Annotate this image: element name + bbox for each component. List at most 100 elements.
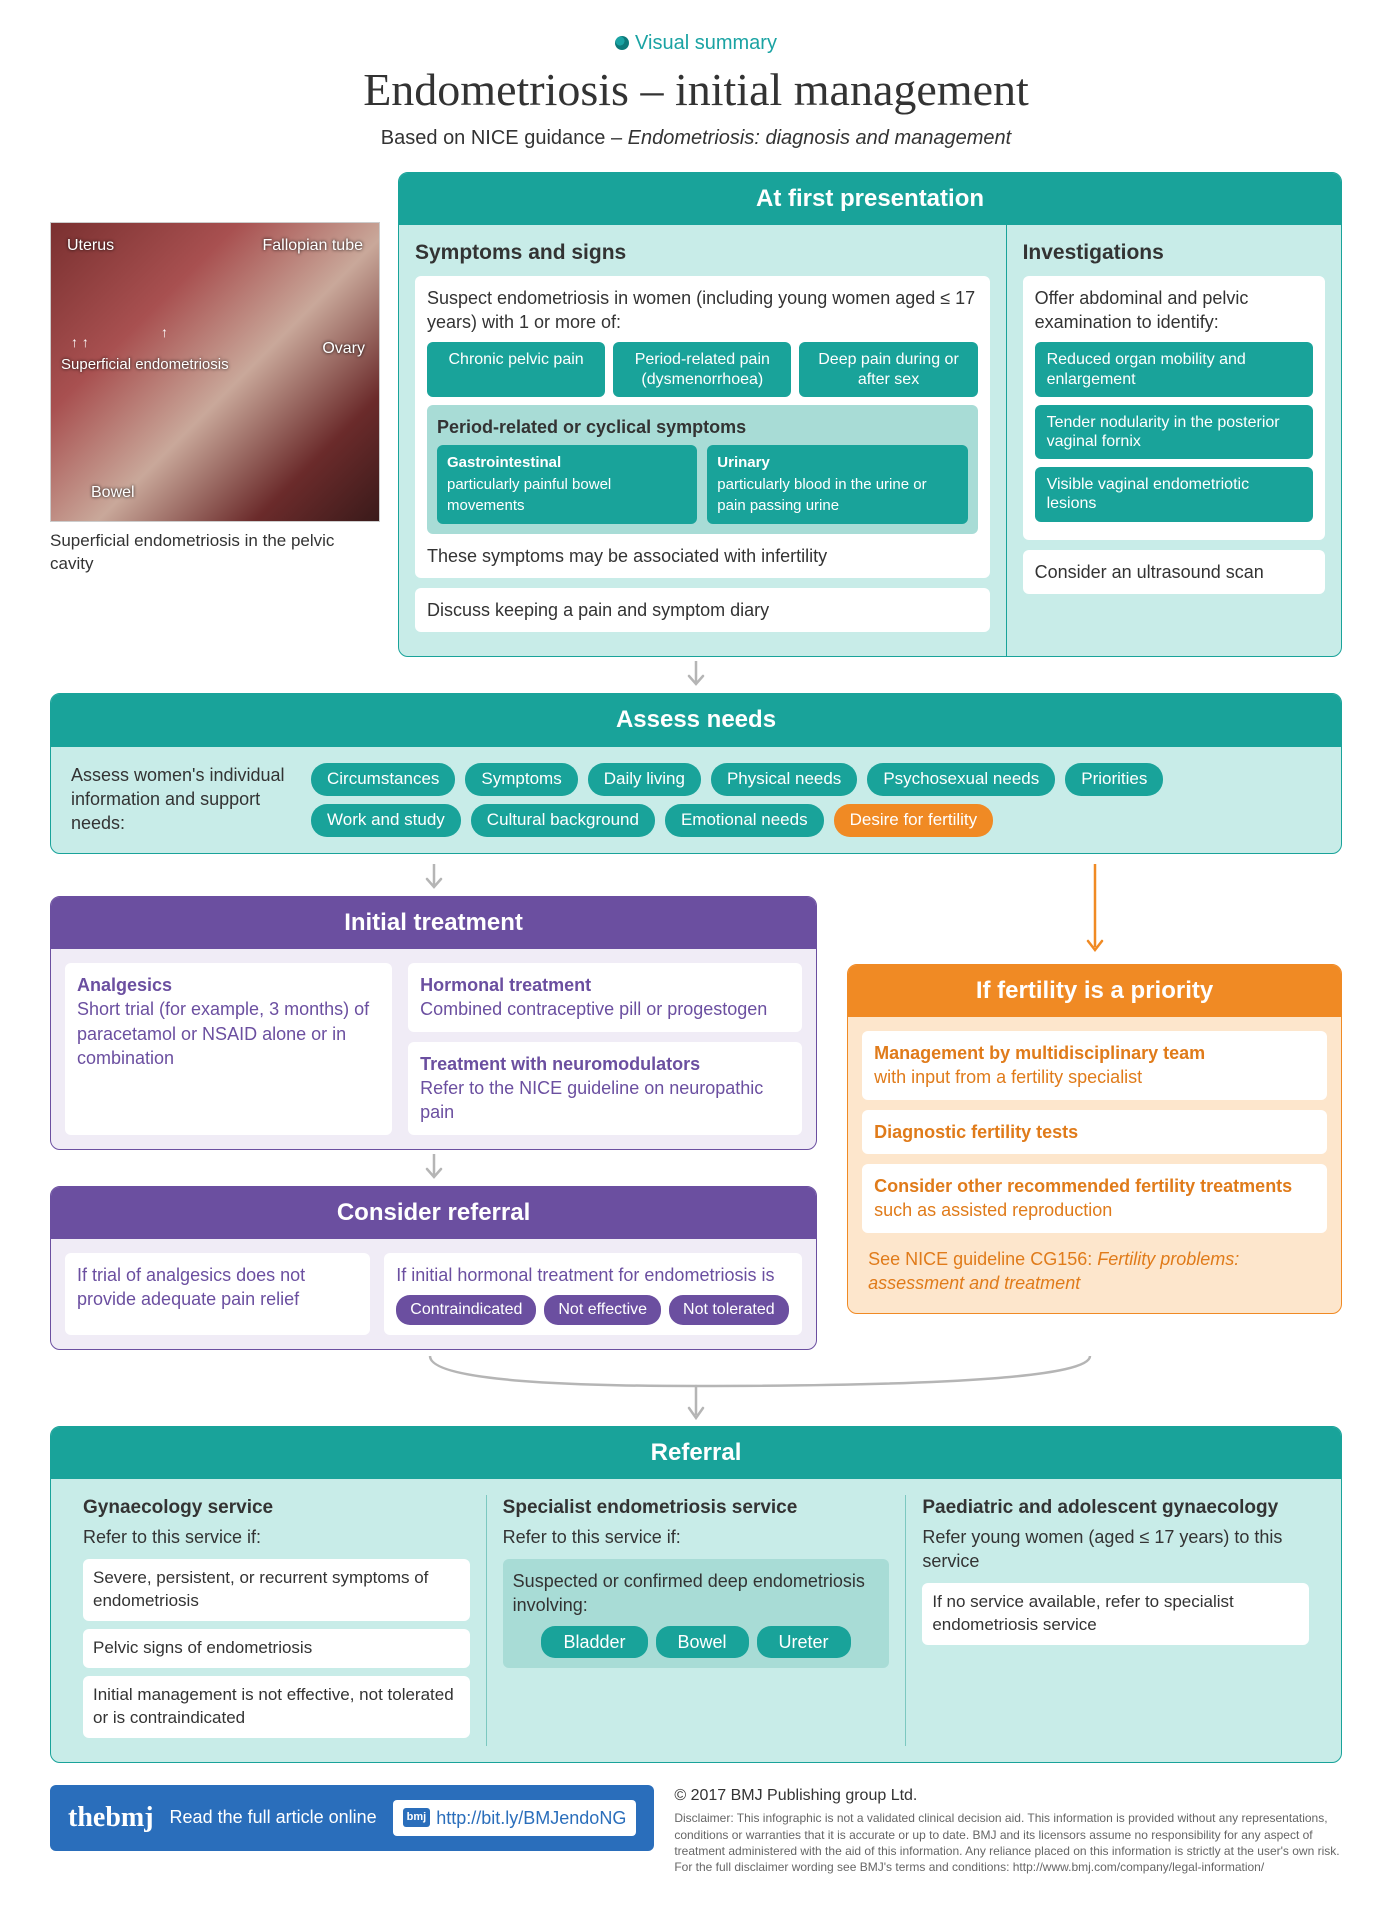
- investigation-pill: Tender nodularity in the posterior vagin…: [1035, 405, 1313, 459]
- label-ovary: Ovary: [322, 338, 365, 360]
- paed-sub: Refer young women (aged ≤ 17 years) to t…: [922, 1525, 1309, 1574]
- cyclical-gi: Gastrointestinalparticularly painful bow…: [437, 445, 697, 524]
- fertility-mdt-box: Management by multidisciplinary team wit…: [862, 1031, 1327, 1100]
- footer-link-box[interactable]: thebmj Read the full article online bmjh…: [50, 1785, 654, 1851]
- cr-pill: Not effective: [544, 1295, 661, 1325]
- tests-title: Diagnostic fertility tests: [874, 1120, 1315, 1144]
- page-title: Endometriosis – initial management: [50, 59, 1342, 121]
- referral-header: Referral: [51, 1427, 1341, 1479]
- infertility-note: These symptoms may be associated with in…: [427, 544, 978, 568]
- referral-panel: Referral Gynaecology service Refer to th…: [50, 1426, 1342, 1763]
- fertility-treatments-box: Consider other recommended fertility tre…: [862, 1164, 1327, 1233]
- arrow-down-icon: [50, 661, 1342, 689]
- neuro-desc: Refer to the NICE guideline on neuropath…: [420, 1076, 790, 1125]
- cr-analgesics-box: If trial of analgesics does not provide …: [65, 1253, 370, 1335]
- gyn-title: Gynaecology service: [83, 1495, 470, 1521]
- mdt-title: Management by multidisciplinary team: [874, 1041, 1315, 1065]
- neuro-box: Treatment with neuromodulators Refer to …: [408, 1042, 802, 1135]
- symptoms-section: Symptoms and signs Suspect endometriosis…: [399, 225, 1007, 656]
- assess-header: Assess needs: [51, 694, 1341, 746]
- need-tag: Psychosexual needs: [867, 763, 1055, 796]
- symptoms-intro-box: Suspect endometriosis in women (includin…: [415, 276, 990, 578]
- arrow-down-orange-icon: [847, 864, 1342, 960]
- read-full-article: Read the full article online: [170, 1807, 377, 1829]
- treatments-desc: such as assisted reproduction: [874, 1198, 1315, 1222]
- cr-left-text: If trial of analgesics does not provide …: [77, 1265, 305, 1309]
- assess-intro: Assess women's individual information an…: [71, 763, 291, 836]
- need-tag: Cultural background: [471, 804, 655, 837]
- deep-endo-box: Suspected or confirmed deep endometriosi…: [503, 1559, 890, 1668]
- globe-icon: [615, 36, 629, 50]
- page-footer: thebmj Read the full article online bmjh…: [50, 1785, 1342, 1875]
- anatomy-image-column: Uterus Fallopian tube Ovary ↑ ↑ ↑ Superf…: [50, 172, 380, 657]
- label-bowel: Bowel: [91, 482, 135, 504]
- deep-intro: Suspected or confirmed deep endometriosi…: [513, 1569, 880, 1618]
- deep-pill: Bladder: [541, 1626, 647, 1658]
- symptom-pill: Deep pain during or after sex: [799, 342, 977, 396]
- gyn-sub: Refer to this service if:: [83, 1525, 470, 1549]
- fertility-header: If fertility is a priority: [848, 965, 1341, 1017]
- hormonal-title: Hormonal treatment: [420, 973, 790, 997]
- need-tag: Emotional needs: [665, 804, 824, 837]
- fertility-tests-box: Diagnostic fertility tests: [862, 1110, 1327, 1154]
- deep-pill: Bowel: [656, 1626, 749, 1658]
- initial-treatment-header: Initial treatment: [51, 897, 816, 949]
- image-caption: Superficial endometriosis in the pelvic …: [50, 530, 380, 576]
- article-link[interactable]: bmjhttp://bit.ly/BMJendoNG: [393, 1800, 637, 1836]
- paed-item: If no service available, refer to specia…: [922, 1583, 1309, 1645]
- label-superficial: Superficial endometriosis: [61, 355, 229, 375]
- footer-text: © 2017 BMJ Publishing group Ltd. Disclai…: [674, 1785, 1342, 1875]
- cr-pill: Not tolerated: [669, 1295, 789, 1325]
- referral-paediatric: Paediatric and adolescent gynaecology Re…: [905, 1495, 1325, 1746]
- symptoms-title: Symptoms and signs: [415, 239, 990, 267]
- analgesics-box: Analgesics Short trial (for example, 3 m…: [65, 963, 392, 1134]
- first-presentation-panel: At first presentation Symptoms and signs…: [398, 172, 1342, 657]
- need-tag-fertility: Desire for fertility: [834, 804, 994, 837]
- disclaimer: Disclaimer: This infographic is not a va…: [674, 1810, 1342, 1875]
- investigations-section: Investigations Offer abdominal and pelvi…: [1007, 225, 1341, 656]
- visual-summary-label: Visual summary: [50, 30, 1342, 57]
- investigations-title: Investigations: [1023, 239, 1325, 267]
- arrow-icon: ↑ ↑: [71, 333, 89, 352]
- link-icon: bmj: [403, 1808, 431, 1827]
- symptom-pill: Period-related pain (dysmenorrhoea): [613, 342, 791, 396]
- hormonal-desc: Combined contraceptive pill or progestog…: [420, 997, 790, 1021]
- deep-pill: Ureter: [757, 1626, 851, 1658]
- analgesics-title: Analgesics: [77, 973, 380, 997]
- merge-arrows: [50, 1356, 1342, 1426]
- cyclical-box: Period-related or cyclical symptoms Gast…: [427, 405, 978, 534]
- spec-title: Specialist endometriosis service: [503, 1495, 890, 1521]
- consider-referral-panel: Consider referral If trial of analgesics…: [50, 1186, 817, 1350]
- need-tag: Daily living: [588, 763, 701, 796]
- hormonal-box: Hormonal treatment Combined contraceptiv…: [408, 963, 802, 1032]
- page-header: Visual summary Endometriosis – initial m…: [50, 30, 1342, 152]
- ultrasound-box: Consider an ultrasound scan: [1023, 550, 1325, 594]
- paed-title: Paediatric and adolescent gynaecology: [922, 1495, 1309, 1521]
- fertility-panel: If fertility is a priority Management by…: [847, 964, 1342, 1314]
- copyright: © 2017 BMJ Publishing group Ltd.: [674, 1785, 1342, 1807]
- neuro-title: Treatment with neuromodulators: [420, 1052, 790, 1076]
- need-tag: Work and study: [311, 804, 461, 837]
- page-subtitle: Based on NICE guidance – Endometriosis: …: [50, 125, 1342, 152]
- first-presentation-header: At first presentation: [399, 173, 1341, 225]
- cr-hormonal-box: If initial hormonal treatment for endome…: [384, 1253, 802, 1335]
- gyn-item: Pelvic signs of endometriosis: [83, 1629, 470, 1668]
- cyclical-urinary: Urinaryparticularly blood in the urine o…: [707, 445, 967, 524]
- cr-right-intro: If initial hormonal treatment for endome…: [396, 1263, 790, 1287]
- arrow-icon: ↑: [161, 323, 168, 342]
- diary-box: Discuss keeping a pain and symptom diary: [415, 588, 990, 632]
- symptom-pill: Chronic pelvic pain: [427, 342, 605, 396]
- bmj-logo: thebmj: [68, 1799, 154, 1837]
- investigation-pill: Reduced organ mobility and enlargement: [1035, 342, 1313, 396]
- assess-tags: Circumstances Symptoms Daily living Phys…: [311, 763, 1321, 837]
- label-fallopian: Fallopian tube: [262, 235, 363, 257]
- need-tag: Priorities: [1065, 763, 1163, 796]
- gyn-item: Initial management is not effective, not…: [83, 1676, 470, 1738]
- investigations-intro: Offer abdominal and pelvic examination t…: [1035, 286, 1313, 335]
- investigation-pill: Visible vaginal endometriotic lesions: [1035, 467, 1313, 521]
- investigations-intro-box: Offer abdominal and pelvic examination t…: [1023, 276, 1325, 540]
- consider-referral-header: Consider referral: [51, 1187, 816, 1239]
- assess-needs-panel: Assess needs Assess women's individual i…: [50, 693, 1342, 853]
- gyn-item: Severe, persistent, or recurrent symptom…: [83, 1559, 470, 1621]
- need-tag: Physical needs: [711, 763, 857, 796]
